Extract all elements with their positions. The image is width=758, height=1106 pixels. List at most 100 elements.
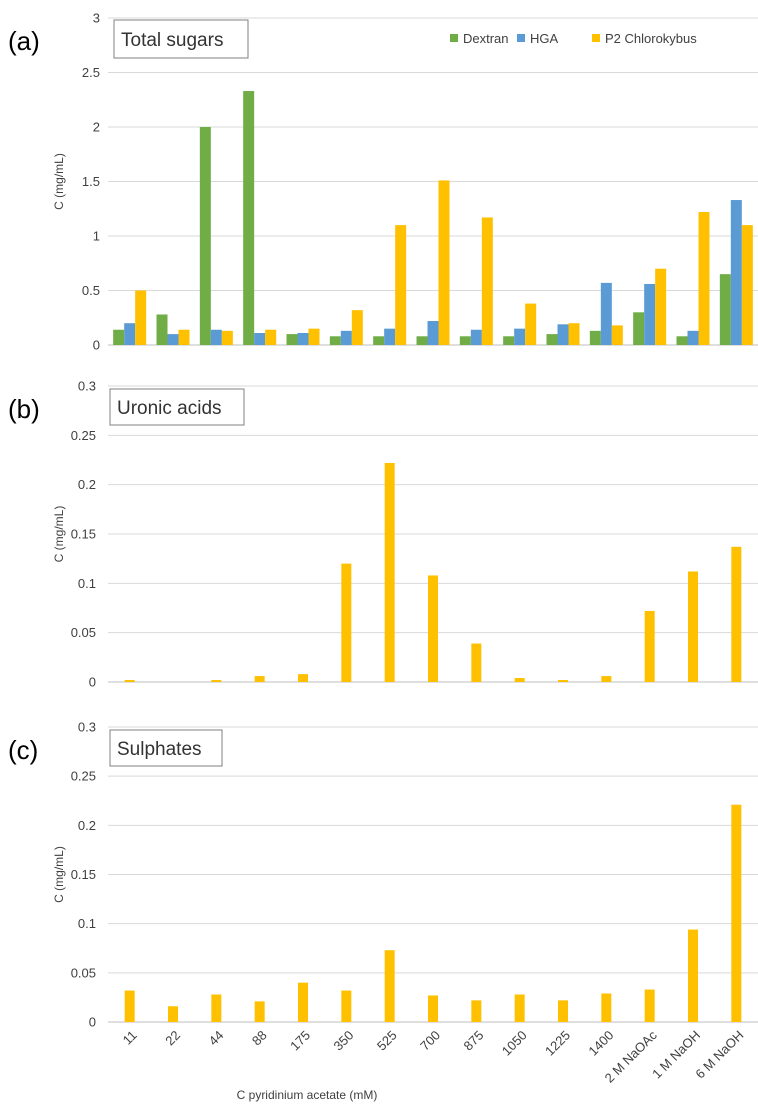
- bar-p2-chlorokybus: [135, 290, 147, 345]
- bar-dextran: [503, 336, 515, 345]
- bar-hga: [297, 333, 309, 345]
- bar-hga: [600, 282, 612, 345]
- y-tick-label: 0.05: [71, 965, 96, 980]
- bar-p2-chlorokybus: [124, 680, 135, 682]
- bar-hga: [514, 328, 526, 345]
- bar-p2-chlorokybus: [558, 1000, 568, 1022]
- x-tick-label: 1400: [585, 1028, 616, 1059]
- bar-p2-chlorokybus: [698, 212, 710, 345]
- bar-p2-chlorokybus: [178, 329, 190, 345]
- bar-p2-chlorokybus: [568, 323, 580, 345]
- panel-title-box: [109, 729, 223, 767]
- bar-p2-chlorokybus: [741, 225, 753, 345]
- bar-hga: [557, 324, 569, 345]
- y-tick-label: 1: [93, 229, 100, 244]
- bar-p2-chlorokybus: [731, 804, 742, 1022]
- bar-p2-chlorokybus: [351, 310, 363, 345]
- x-tick-label: 875: [461, 1028, 487, 1054]
- bar-p2-chlorokybus: [308, 328, 320, 345]
- bar-p2-chlorokybus: [254, 676, 265, 682]
- bar-p2-chlorokybus: [341, 990, 352, 1022]
- bar-p2-chlorokybus: [644, 610, 655, 682]
- bar-dextran: [199, 127, 211, 345]
- x-tick-label: 350: [331, 1028, 357, 1054]
- bar-p2-chlorokybus: [254, 1001, 265, 1022]
- bar-p2-chlorokybus: [688, 929, 698, 1022]
- bar-p2-chlorokybus: [124, 990, 135, 1022]
- y-tick-label: 0.25: [71, 428, 96, 443]
- bar-hga: [167, 334, 179, 345]
- bar-dextran: [416, 336, 428, 345]
- bar-p2-chlorokybus: [514, 678, 525, 682]
- chart-panel-1: 0 0.5 1 1.5 2 2.5 3 C (mg/mL) (a) Total sugars Dex…: [8, 11, 758, 353]
- chart-panel-3: 0 0.05 0.1 0.15 0.2 0.25 0.3 C (mg/mL) (c) Sulpha…: [8, 720, 758, 1086]
- bar-hga: [210, 329, 222, 345]
- panel-title: Total sugars: [121, 30, 223, 51]
- y-tick-label: 2: [93, 120, 100, 135]
- bar-p2-chlorokybus: [611, 325, 623, 345]
- bar-p2-chlorokybus: [428, 995, 438, 1022]
- legend-swatch: [450, 34, 458, 42]
- bar-p2-chlorokybus: [481, 217, 493, 345]
- panel-letter: (c): [8, 735, 38, 765]
- bar-p2-chlorokybus: [655, 268, 667, 345]
- bar-dextran: [156, 314, 168, 345]
- bar-p2-chlorokybus: [211, 680, 222, 682]
- y-tick-label: 1.5: [82, 174, 100, 189]
- x-tick-label: 11: [120, 1028, 140, 1048]
- bar-p2-chlorokybus: [168, 1006, 178, 1022]
- bar-p2-chlorokybus: [341, 563, 352, 682]
- bar-p2-chlorokybus: [601, 993, 612, 1022]
- bar-p2-chlorokybus: [211, 994, 222, 1022]
- y-tick-label: 0.15: [71, 867, 96, 882]
- x-tick-label: 88: [249, 1028, 270, 1049]
- y-tick-label: 0.15: [71, 527, 96, 542]
- panel-title-box: [109, 388, 245, 426]
- y-tick-label: 0.05: [71, 625, 96, 640]
- panel-title: Uronic acids: [117, 398, 222, 419]
- y-tick-label: 0: [89, 675, 96, 690]
- legend-label: P2 Chlorokybus: [605, 31, 697, 46]
- bar-dextran: [243, 91, 255, 345]
- bar-p2-chlorokybus: [384, 950, 395, 1022]
- bar-dextran: [633, 312, 645, 345]
- legend-swatch: [592, 34, 600, 42]
- y-tick-label: 0.3: [78, 720, 96, 735]
- bar-p2-chlorokybus: [265, 329, 277, 345]
- y-tick-label: 0.25: [71, 769, 96, 784]
- bar-dextran: [329, 336, 341, 345]
- bar-dextran: [373, 336, 385, 345]
- bar-dextran: [719, 274, 731, 345]
- bar-dextran: [113, 329, 125, 345]
- x-axis-label: C pyridinium acetate (mM): [237, 1088, 378, 1102]
- x-tick-label: 1225: [542, 1028, 573, 1059]
- bar-hga: [384, 328, 396, 345]
- panel-letter: (b): [8, 394, 40, 424]
- y-tick-label: 0.5: [82, 283, 100, 298]
- bar-p2-chlorokybus: [221, 330, 233, 345]
- y-axis-label: C (mg/mL): [52, 846, 66, 903]
- x-tick-label: 175: [287, 1028, 313, 1054]
- panel-letter: (a): [8, 26, 40, 56]
- bar-p2-chlorokybus: [688, 571, 698, 682]
- x-tick-label: 22: [162, 1028, 183, 1049]
- bar-dextran: [546, 334, 558, 345]
- y-tick-label: 0.2: [78, 477, 96, 492]
- bar-p2-chlorokybus: [525, 303, 537, 345]
- bar-p2-chlorokybus: [298, 674, 308, 682]
- x-tick-label: 700: [417, 1028, 443, 1054]
- bar-dextran: [676, 336, 688, 345]
- y-tick-label: 0.2: [78, 818, 96, 833]
- x-tick-label: 44: [206, 1028, 227, 1049]
- bar-p2-chlorokybus: [601, 676, 612, 682]
- bar-p2-chlorokybus: [644, 989, 655, 1022]
- bar-dextran: [286, 334, 298, 345]
- bar-dextran: [589, 330, 601, 345]
- legend-swatch: [517, 34, 525, 42]
- bar-p2-chlorokybus: [731, 546, 742, 682]
- y-tick-label: 0.3: [78, 379, 96, 394]
- bar-p2-chlorokybus: [395, 225, 407, 345]
- y-tick-label: 0: [89, 1015, 96, 1030]
- bar-hga: [254, 333, 266, 345]
- bar-p2-chlorokybus: [428, 575, 438, 682]
